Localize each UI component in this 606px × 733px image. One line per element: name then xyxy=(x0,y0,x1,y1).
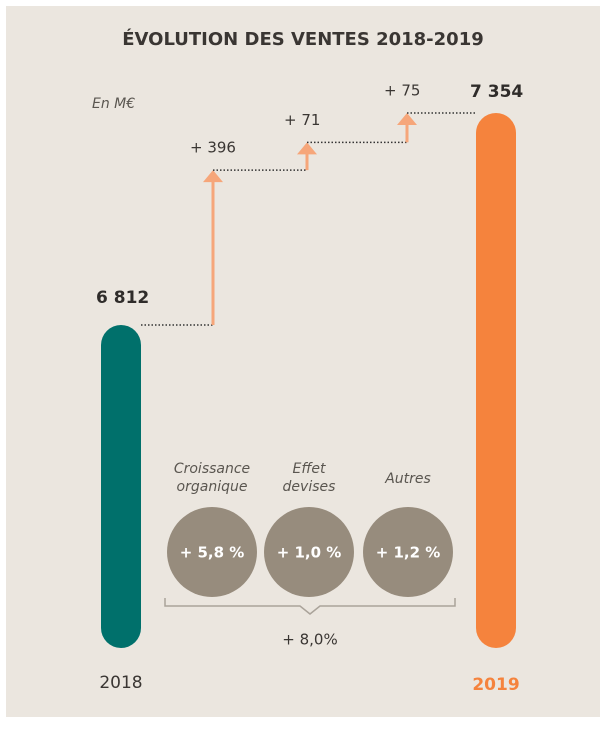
share-label: + 1,0 % xyxy=(277,544,342,562)
share-label: + 1,2 % xyxy=(376,544,441,562)
share-circle xyxy=(363,507,453,597)
total-label: + 8,0% xyxy=(282,631,337,649)
x-label: 2019 xyxy=(472,675,519,695)
value-label: 7 354 xyxy=(470,82,523,102)
arrow-head xyxy=(203,170,223,183)
category-label: Autres xyxy=(385,471,431,487)
share-circle xyxy=(264,507,354,597)
category-label: Croissance organique xyxy=(173,461,251,495)
x-label: 2018 xyxy=(99,673,142,693)
brace xyxy=(164,598,456,615)
value-label: + 75 xyxy=(384,82,420,100)
value-label: + 396 xyxy=(190,139,236,157)
chart-title: ÉVOLUTION DES VENTES 2018-2019 xyxy=(122,28,484,50)
unit-label: En M€ xyxy=(92,96,135,112)
arrow-head xyxy=(397,113,417,125)
value-label: 6 812 xyxy=(96,288,149,308)
value-label: + 71 xyxy=(284,111,320,129)
arrow-head xyxy=(297,142,317,155)
share-circle xyxy=(167,507,257,597)
bar xyxy=(101,325,141,648)
category-label: Effet devises xyxy=(282,461,336,495)
bar xyxy=(476,113,516,648)
share-label: + 5,8 % xyxy=(180,544,245,562)
